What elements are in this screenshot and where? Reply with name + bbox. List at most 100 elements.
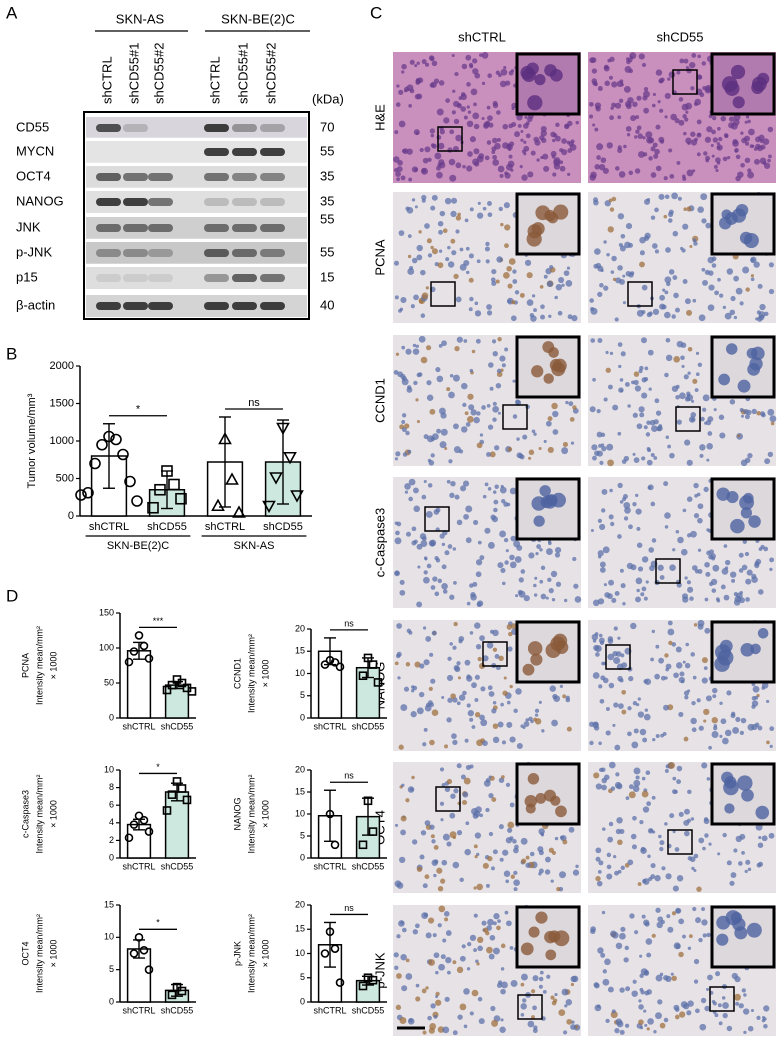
cell [467,151,473,157]
cell [416,61,420,65]
cell [510,535,517,542]
cell [632,785,640,793]
cell [660,675,666,681]
cell [497,980,503,985]
cell [476,962,480,966]
cell [599,460,604,465]
cell [447,697,453,703]
cell [473,948,477,952]
cell [417,372,423,377]
cell [615,1018,623,1026]
cell [469,207,474,212]
cell [619,678,624,683]
cell [707,416,714,422]
cell [590,928,596,935]
cell [684,298,691,305]
cell [643,376,649,382]
cell [695,1008,700,1014]
cell [727,156,731,160]
y-tick-label: 5 [109,964,114,974]
cell [424,557,428,561]
cell [614,590,620,596]
data-point [175,492,187,505]
cell [730,122,738,130]
cell [540,304,545,309]
inset-cell [520,65,535,80]
cell [491,708,497,714]
cell [651,538,657,543]
x-tick-label: shCD55 [161,1005,194,1015]
cell [617,265,623,271]
y-tick-label: 10 [104,764,114,774]
cell [436,375,444,383]
inset-cell [552,358,567,373]
cell [448,158,456,166]
cell [526,272,533,279]
cell [416,601,423,608]
x-tick-label: shCD55 [352,861,385,871]
cell [753,261,760,268]
cell [621,689,626,695]
blot-strip [86,267,307,289]
cell [701,218,707,224]
cell [569,144,577,151]
cell [449,129,455,135]
cell [397,371,403,378]
cell [674,847,680,852]
data-point [283,451,297,465]
blot-band [123,198,148,206]
cell [590,307,598,315]
cell [684,830,690,837]
cell [459,449,464,454]
blot-strip [86,191,307,213]
cell [492,701,497,705]
cell [671,385,679,392]
cell [575,120,580,125]
cell [611,196,617,202]
cell [682,114,687,119]
cell [706,458,710,462]
cell [754,562,760,569]
cell [496,368,502,374]
cell [408,496,413,502]
cell [399,856,406,864]
cell [492,736,500,744]
blot-strip [86,141,307,163]
inset-cell [716,487,730,501]
cell [678,811,684,817]
cell [473,913,478,918]
cell [474,712,481,718]
inset-cell [746,922,762,938]
cell [506,700,511,705]
cell [672,230,679,237]
cell [626,59,631,65]
cell [593,772,600,779]
cell [547,577,552,582]
cell [534,708,540,713]
cell [453,581,457,585]
cell [487,685,493,691]
cell [425,286,429,290]
cell [428,460,435,466]
cell [503,65,507,70]
cell [645,432,651,437]
cell [477,945,483,952]
cell [750,274,755,278]
cell [702,85,707,91]
kda-label: 35 [320,193,334,208]
cell [530,150,536,156]
cell [676,70,681,75]
cell [689,245,693,249]
cell [617,482,623,489]
cell [663,1017,669,1023]
cell [434,555,439,561]
cell [608,761,616,769]
cell [684,695,689,700]
cell [491,797,497,803]
cell [548,314,552,318]
cell [476,411,481,416]
cell [627,404,631,408]
cell [608,821,614,827]
cell [533,593,538,597]
cell [520,982,525,987]
